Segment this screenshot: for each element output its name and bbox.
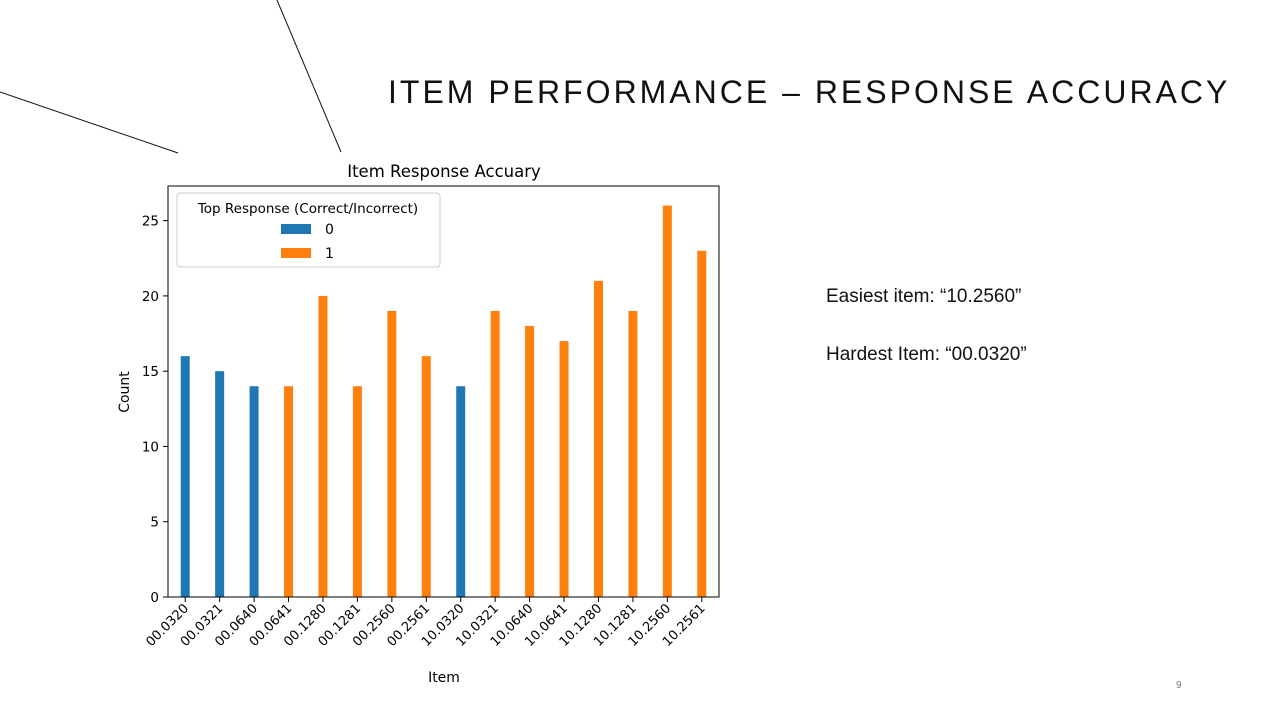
bar xyxy=(215,371,225,597)
bar xyxy=(593,280,603,597)
bar xyxy=(421,356,431,597)
bar xyxy=(628,310,638,597)
plot-area: 00.032000.032100.064000.064100.128000.12… xyxy=(142,205,709,650)
bar xyxy=(662,205,672,598)
plot-frame xyxy=(167,185,720,598)
chart-title: Item Response Accuary xyxy=(347,162,541,181)
y-tick-label: 25 xyxy=(142,214,159,230)
bar xyxy=(697,250,707,597)
easiest-item-note: Easiest item: “10.2560” xyxy=(826,286,1022,307)
y-tick-label: 10 xyxy=(142,439,159,455)
bar xyxy=(456,386,466,597)
page-number: 9 xyxy=(1176,680,1182,691)
legend: Top Response (Correct/Incorrect) 0 1 xyxy=(176,192,441,268)
y-tick-label: 5 xyxy=(150,515,159,531)
bar xyxy=(559,341,569,597)
bar xyxy=(352,386,362,597)
decorative-line-left xyxy=(0,91,179,154)
legend-swatch-1 xyxy=(281,248,311,258)
bar xyxy=(387,310,397,597)
bar xyxy=(318,295,328,597)
x-axis-label: Item xyxy=(428,670,460,686)
bar xyxy=(180,356,190,597)
y-tick-label: 0 xyxy=(150,590,159,606)
legend-swatch-0 xyxy=(281,224,311,234)
legend-title: Top Response (Correct/Incorrect) xyxy=(197,201,418,217)
y-axis-label: Count xyxy=(117,371,133,413)
bar xyxy=(249,386,259,597)
bar xyxy=(284,386,294,597)
decorative-line-right xyxy=(276,0,342,153)
slide-title: ITEM PERFORMANCE – RESPONSE ACCURACY xyxy=(388,74,1231,110)
hardest-item-note: Hardest Item: “00.0320” xyxy=(826,344,1027,365)
legend-entry-1: 1 xyxy=(325,246,334,262)
bar xyxy=(525,326,535,597)
y-tick-label: 20 xyxy=(142,289,159,305)
y-tick-label: 15 xyxy=(142,364,159,380)
bar-chart: Item Response Accuary 00.032000.032100.0… xyxy=(117,162,720,686)
legend-entry-0: 0 xyxy=(325,222,334,238)
bar xyxy=(490,310,500,597)
